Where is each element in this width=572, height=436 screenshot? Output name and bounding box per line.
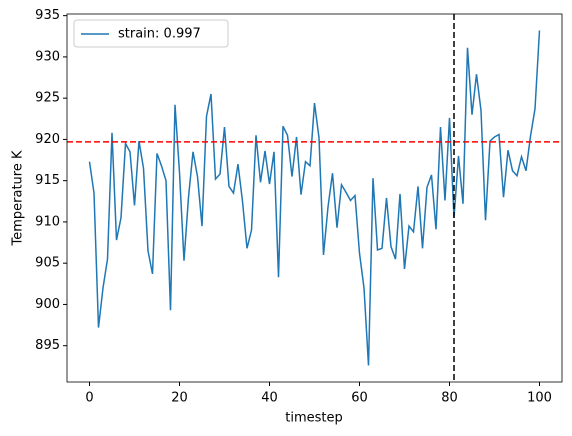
y-tick-label: 925 xyxy=(35,91,60,106)
x-tick-label: 100 xyxy=(527,391,552,406)
y-tick-label: 935 xyxy=(35,8,60,23)
x-tick-label: 60 xyxy=(351,391,368,406)
y-tick-label: 910 xyxy=(35,214,60,229)
y-tick-label: 895 xyxy=(35,338,60,353)
data-line xyxy=(88,30,541,366)
x-tick-label: 0 xyxy=(85,391,93,406)
x-axis-label: timestep xyxy=(285,411,343,426)
legend-label: strain: 0.997 xyxy=(118,27,201,42)
plot-frame xyxy=(66,13,563,383)
y-tick-label: 930 xyxy=(35,49,60,64)
y-tick-label: 900 xyxy=(35,297,60,312)
legend-box xyxy=(73,19,229,48)
y-axis-label: Temperature K xyxy=(11,150,26,246)
x-tick-label: 40 xyxy=(261,391,278,406)
y-tick-label: 920 xyxy=(35,132,60,147)
y-tick-label: 905 xyxy=(35,256,60,271)
y-tick-label: 915 xyxy=(35,173,60,188)
x-tick-label: 80 xyxy=(441,391,458,406)
x-tick-label: 20 xyxy=(171,391,188,406)
